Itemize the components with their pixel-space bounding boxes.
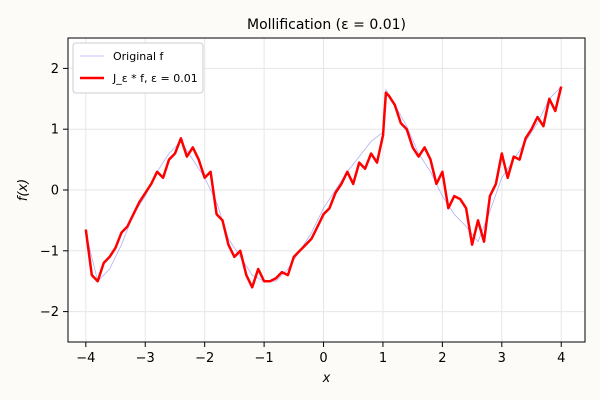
x-tick-label: −4: [76, 351, 95, 366]
legend: Original f J_ε * f, ε = 0.01: [72, 42, 204, 94]
series-line-original: [85, 86, 562, 282]
legend-box: [72, 42, 204, 94]
y-tick-label: −2: [40, 305, 59, 320]
x-axis-ticks: −4 −3 −2 −1 0 1 2 3 4: [76, 342, 565, 366]
y-tick-label: 1: [51, 123, 59, 138]
x-tick-label: 1: [379, 351, 387, 366]
chart-title: Mollification (ε = 0.01): [247, 17, 406, 33]
x-tick-label: 2: [438, 351, 446, 366]
x-tick-label: 4: [557, 351, 565, 366]
x-tick-label: −1: [255, 351, 274, 366]
legend-label-mollified: J_ε * f, ε = 0.01: [112, 72, 198, 85]
x-tick-label: 3: [498, 351, 506, 366]
y-axis-ticks: −2 −1 0 1 2: [40, 62, 68, 320]
x-tick-label: −2: [195, 351, 214, 366]
y-tick-label: 0: [51, 184, 59, 199]
series-layer: [84, 86, 563, 289]
y-axis-label: f(x): [16, 179, 31, 201]
series-line-mollified: [84, 86, 563, 289]
x-tick-label: −3: [136, 351, 155, 366]
x-tick-label: 0: [319, 351, 327, 366]
x-axis-label: x: [322, 371, 331, 386]
y-tick-label: −1: [40, 244, 59, 259]
y-tick-label: 2: [51, 62, 59, 77]
grid: [68, 38, 585, 342]
legend-label-original: Original f: [113, 50, 165, 63]
